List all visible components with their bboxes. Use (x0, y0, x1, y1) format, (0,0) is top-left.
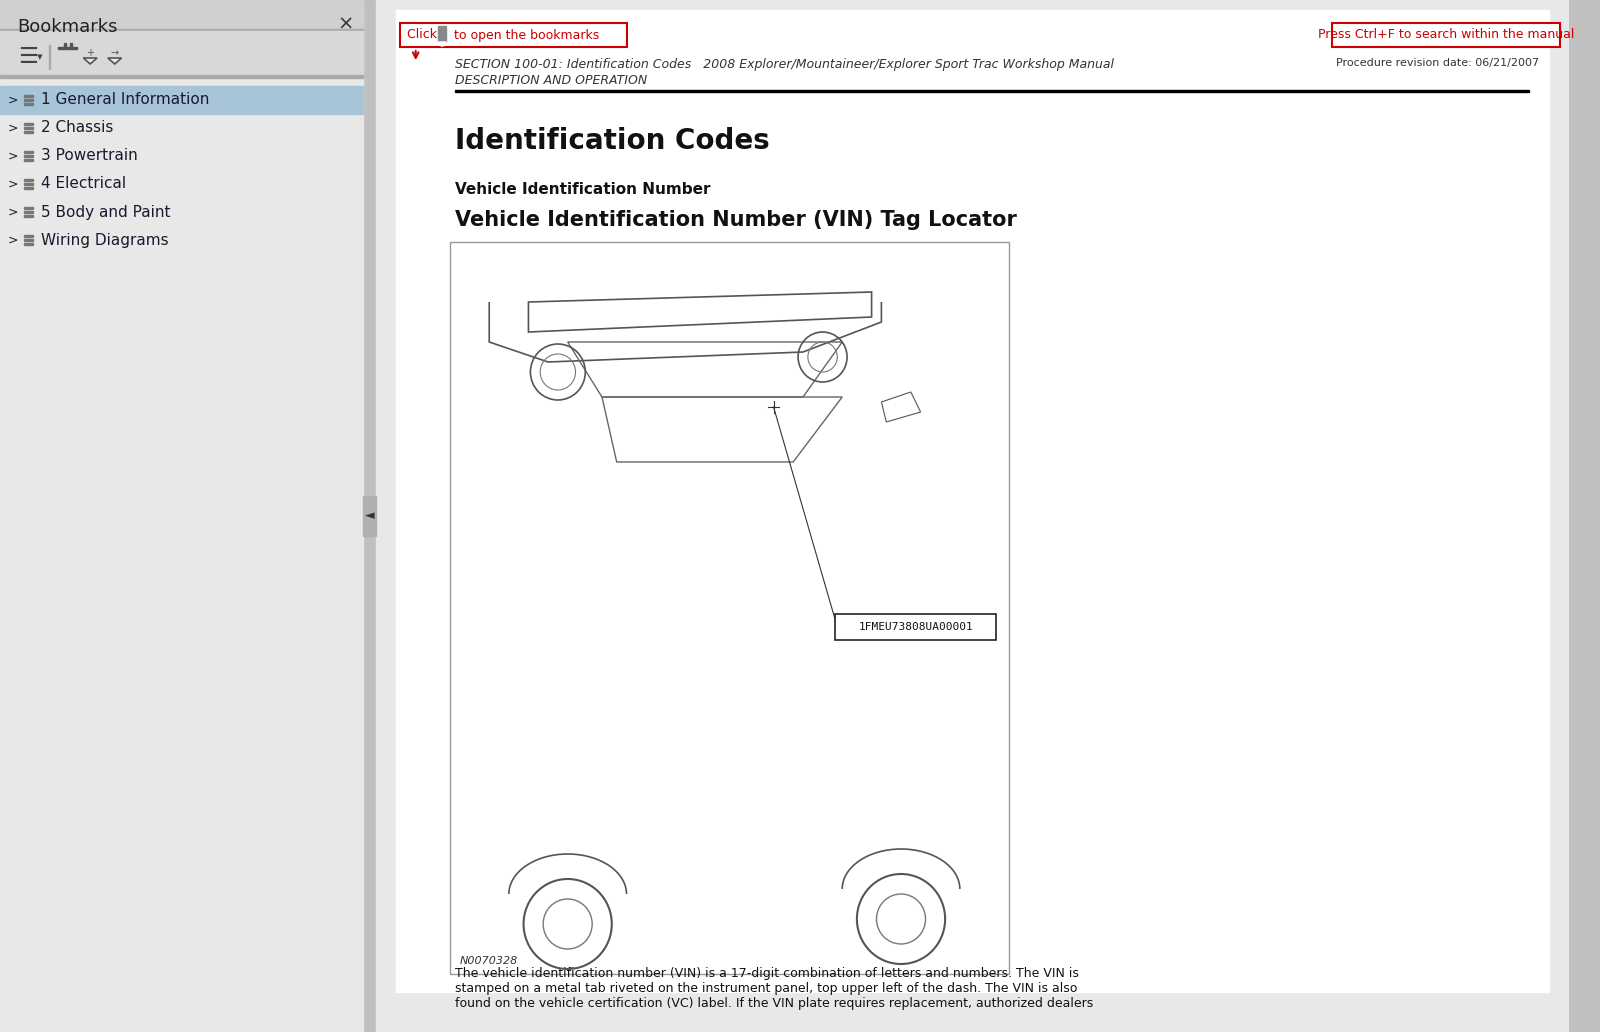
Text: Click: Click (406, 29, 442, 41)
Bar (83, 47, 98, 67)
Bar (0, 0, 363, 75)
Bar (24, 131, 34, 133)
Bar (376, 0, 1568, 1032)
Bar (24, 151, 34, 153)
Bar (61, 49, 75, 67)
Bar (24, 127, 34, 129)
Bar (24, 99, 34, 101)
Bar (70, 43, 72, 47)
Wedge shape (438, 42, 446, 46)
Bar (24, 179, 34, 181)
Bar (24, 207, 34, 209)
Text: Identification Codes: Identification Codes (454, 127, 770, 155)
Bar (21, 121, 35, 135)
Bar (24, 235, 34, 237)
Text: →: → (110, 49, 118, 58)
Bar (24, 239, 34, 241)
Text: >: > (8, 122, 18, 134)
Text: 5 Body and Paint: 5 Body and Paint (42, 204, 171, 220)
Text: SECTION 100-01: Identification Codes   2008 Explorer/Mountaineer/Explorer Sport : SECTION 100-01: Identification Codes 200… (454, 58, 1114, 71)
Bar (58, 47, 77, 49)
Bar (21, 149, 35, 163)
Bar (107, 47, 122, 67)
Bar (24, 123, 34, 125)
Bar (397, 10, 1549, 992)
Bar (438, 26, 446, 42)
Text: stamped on a metal tab riveted on the instrument panel, top upper left of the da: stamped on a metal tab riveted on the in… (454, 982, 1077, 995)
Text: ☰: ☰ (18, 47, 38, 67)
Text: >: > (8, 178, 18, 191)
Bar (21, 233, 35, 247)
Text: 1FMEU73808UA00001: 1FMEU73808UA00001 (858, 622, 973, 632)
Bar (24, 215, 34, 217)
Text: 1 General Information: 1 General Information (42, 93, 210, 107)
Bar (21, 93, 35, 107)
Bar (24, 103, 34, 105)
Polygon shape (107, 58, 122, 64)
Text: Vehicle Identification Number: Vehicle Identification Number (454, 182, 710, 197)
Text: >: > (8, 94, 18, 106)
Text: >: > (8, 150, 18, 162)
Text: Press Ctrl+F to search within the manual: Press Ctrl+F to search within the manual (1318, 29, 1574, 41)
Text: found on the vehicle certification (VC) label. If the VIN plate requires replace: found on the vehicle certification (VC) … (454, 997, 1093, 1010)
Polygon shape (83, 58, 98, 64)
Text: 4 Electrical: 4 Electrical (42, 176, 126, 192)
Text: Wiring Diagrams: Wiring Diagrams (42, 232, 170, 248)
Text: ×: × (338, 15, 354, 34)
Bar (21, 178, 35, 191)
Text: >: > (8, 205, 18, 219)
Bar (454, 90, 1530, 92)
Text: The vehicle identification number (VIN) is a 17-digit combination of letters and: The vehicle identification number (VIN) … (454, 967, 1078, 980)
Text: >: > (8, 233, 18, 247)
Text: Bookmarks: Bookmarks (18, 18, 118, 36)
FancyBboxPatch shape (1333, 23, 1560, 47)
FancyBboxPatch shape (400, 23, 627, 47)
Bar (24, 243, 34, 245)
Text: ▾: ▾ (37, 52, 43, 62)
FancyBboxPatch shape (835, 614, 997, 640)
Bar (0, 0, 363, 1032)
Text: N0070328: N0070328 (459, 956, 518, 966)
Text: 2 Chassis: 2 Chassis (42, 121, 114, 135)
Bar (450, 241, 1010, 974)
Bar (24, 159, 34, 161)
Bar (24, 183, 34, 185)
Text: to open the bookmarks: to open the bookmarks (450, 29, 600, 41)
Bar (363, 496, 376, 536)
Text: Procedure revision date: 06/21/2007: Procedure revision date: 06/21/2007 (1336, 58, 1539, 68)
Bar (24, 155, 34, 157)
Text: DESCRIPTION AND OPERATION: DESCRIPTION AND OPERATION (454, 74, 646, 87)
Text: +: + (86, 49, 94, 58)
Bar (0, 31, 363, 75)
Bar (24, 187, 34, 189)
Bar (64, 43, 66, 47)
Bar (0, 86, 363, 114)
Text: ◄: ◄ (365, 510, 374, 522)
Text: Vehicle Identification Number (VIN) Tag Locator: Vehicle Identification Number (VIN) Tag … (454, 209, 1016, 230)
Bar (21, 205, 35, 219)
Bar (24, 211, 34, 213)
Bar (24, 95, 34, 97)
Bar (0, 76, 363, 78)
Text: 3 Powertrain: 3 Powertrain (42, 149, 138, 163)
